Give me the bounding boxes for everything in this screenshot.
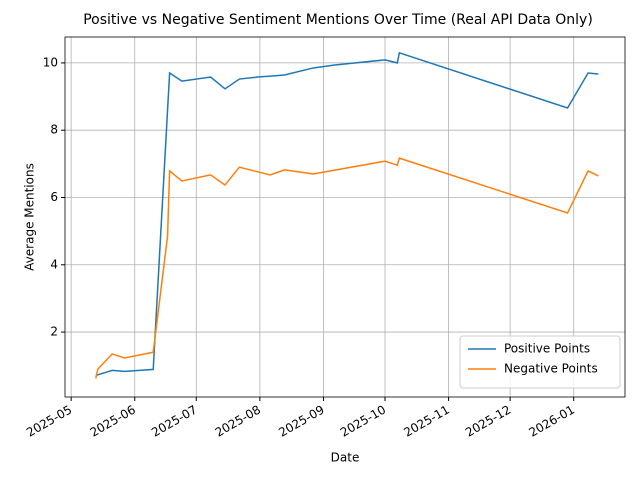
legend-box (459, 335, 621, 389)
legend-label: Negative Points (504, 362, 598, 376)
y-tick-label: 10 (43, 55, 58, 69)
x-tick-label: 2025-05 (24, 403, 74, 440)
x-tick-label: 2025-09 (276, 403, 326, 440)
x-tick-label: 2025-10 (338, 403, 388, 440)
x-tick-label: 2026-01 (527, 403, 577, 440)
x-axis-label: Date (331, 451, 360, 465)
y-tick-label: 8 (50, 123, 58, 137)
x-tick-label: 2025-07 (149, 403, 199, 440)
y-tick-label: 4 (50, 257, 58, 271)
axes-frame (64, 36, 626, 398)
x-tick-label: 2025-11 (401, 403, 451, 440)
y-axis-label: Average Mentions (23, 163, 37, 271)
chart-title: Positive vs Negative Sentiment Mentions … (83, 12, 593, 28)
y-tick-label: 6 (50, 190, 58, 204)
x-tick-label: 2025-08 (213, 403, 263, 440)
legend-label: Positive Points (504, 342, 590, 356)
y-tick-label: 2 (50, 325, 58, 339)
line-series (95, 157, 599, 379)
x-tick-label: 2025-12 (463, 403, 513, 440)
line-series (95, 51, 599, 377)
x-tick-label: 2025-06 (88, 403, 138, 440)
